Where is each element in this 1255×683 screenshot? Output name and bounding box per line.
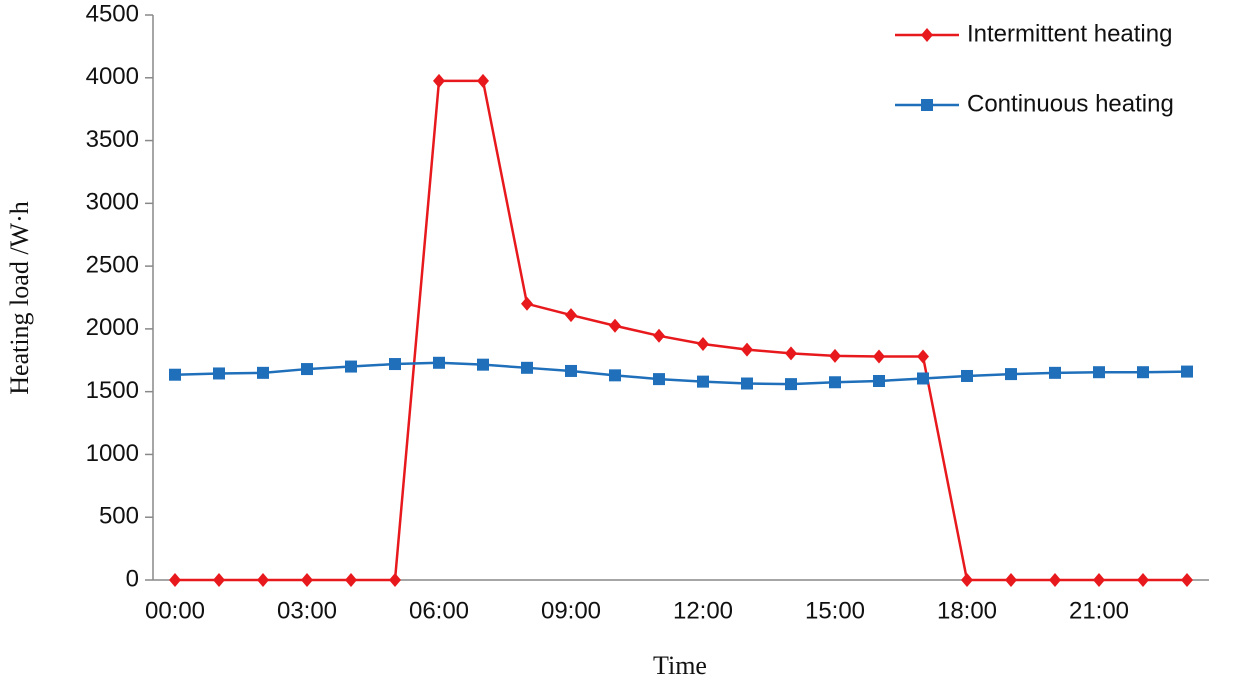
marker [1093,366,1105,379]
x-tick-label: 03:00 [277,597,337,624]
marker [433,73,445,88]
marker [1005,573,1017,587]
x-tick-label: 15:00 [805,597,865,624]
marker [169,368,181,381]
marker [697,375,709,388]
y-tick-label: 1500 [86,377,139,404]
marker [1049,366,1061,379]
marker [213,367,225,380]
marker [1005,368,1017,381]
marker [1093,573,1105,587]
x-tick-label: 00:00 [145,597,205,624]
marker [565,364,577,377]
y-tick-label: 2000 [86,314,139,341]
x-tick-label: 09:00 [541,597,601,624]
y-tick-label: 3500 [86,126,139,153]
marker [741,377,753,390]
marker [961,573,973,587]
marker [961,369,973,382]
marker [1137,573,1149,587]
series-line [174,361,1188,386]
marker [301,573,313,587]
x-tick-label: 12:00 [673,597,733,624]
marker [921,28,933,42]
x-tick-label: 21:00 [1069,597,1129,624]
marker [609,369,621,382]
marker [433,356,445,369]
x-tick-label: 06:00 [409,597,469,624]
marker [1181,365,1193,378]
marker [257,573,269,587]
marker [565,308,577,323]
marker [1181,573,1193,587]
y-tick-label: 3000 [86,189,139,216]
legend-label: Intermittent heating [967,20,1172,47]
y-tick-label: 1000 [86,440,139,467]
marker [917,372,929,385]
y-tick-label: 0 [126,565,139,592]
legend-label: Continuous heating [967,90,1174,117]
y-tick-label: 4500 [86,0,139,27]
x-axis-label: Time [653,651,707,680]
y-tick-label: 2500 [86,251,139,278]
marker [653,373,665,386]
marker [213,573,225,587]
marker [521,296,533,311]
marker [477,358,489,371]
series-line [175,79,1187,582]
marker [389,358,401,371]
marker [829,376,841,389]
x-tick-label: 18:00 [937,597,997,624]
marker [873,349,885,364]
marker [697,336,709,351]
marker [873,374,885,387]
marker [389,573,401,587]
marker [169,573,181,587]
y-tick-label: 4000 [86,63,139,90]
marker [1049,573,1061,587]
marker [785,346,797,361]
marker [1137,366,1149,379]
marker [829,348,841,363]
marker [741,342,753,357]
marker [917,349,929,364]
marker [301,363,313,376]
marker [609,318,621,333]
marker [345,573,357,587]
marker [521,361,533,374]
marker [921,99,933,111]
y-axis-label: Heating load /W·h [5,201,34,395]
marker [477,73,489,88]
marker [257,366,269,379]
marker [785,378,797,391]
marker [653,328,665,343]
y-tick-label: 500 [99,503,139,530]
marker [345,360,357,373]
